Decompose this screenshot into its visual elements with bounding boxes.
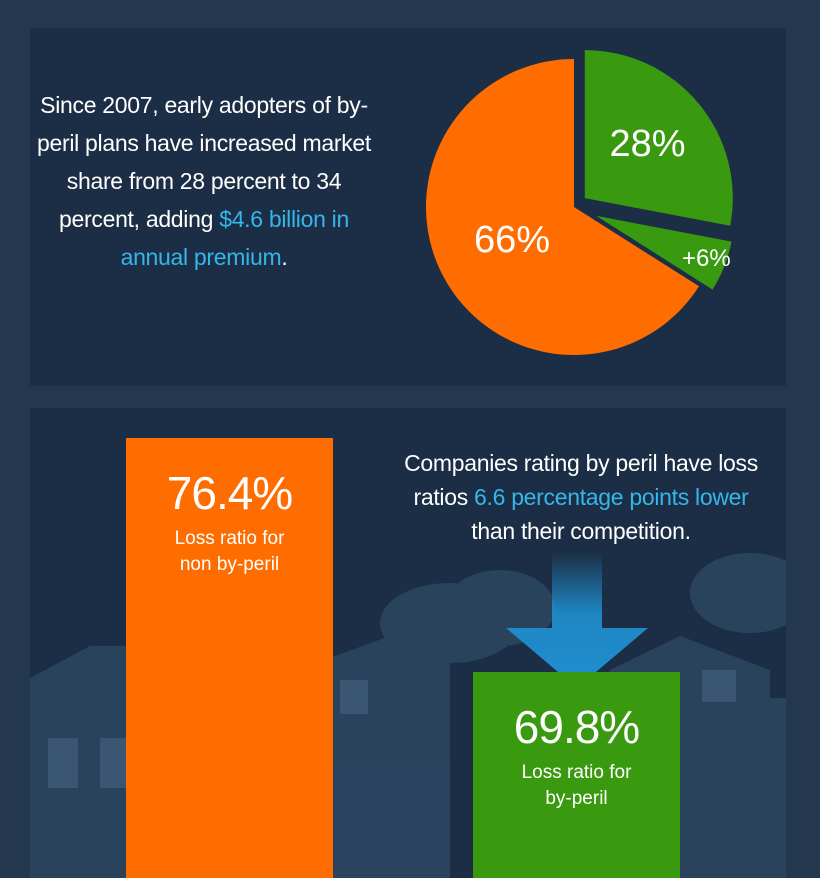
bar-value-non-by-peril: 76.4% xyxy=(166,467,293,519)
bar-non-by-peril: 76.4% Loss ratio for non by-peril xyxy=(126,438,333,878)
intro-highlight: $4.6 billion in annual premium xyxy=(120,206,350,270)
bar-caption-line: by-peril xyxy=(545,788,608,810)
bar-caption-by-peril: Loss ratio for by-peril xyxy=(473,760,680,812)
pie-label-66-percent: 66% xyxy=(474,219,550,261)
statement-highlight: 6.6 percentage points lower xyxy=(474,484,749,510)
loss-ratio-statement: Companies rating by peril have loss rati… xyxy=(396,446,766,548)
bar-caption-line: non by-peril xyxy=(179,554,280,575)
pie-slice-6-percent xyxy=(596,215,732,290)
intro-suffix: . xyxy=(281,244,288,270)
statement-prefix: Companies rating by peril have loss rati… xyxy=(404,450,758,510)
bar-by-peril: 69.8% Loss ratio for by-peril xyxy=(473,672,680,878)
statement-suffix: than their competition. xyxy=(471,518,691,544)
pie-label-28-percent: 28% xyxy=(609,123,685,165)
pie-label-6-percent: +6% xyxy=(682,245,731,272)
bar-caption-line: Loss ratio for xyxy=(521,762,632,784)
bar-caption-line: Loss ratio for xyxy=(174,528,285,549)
intro-text-body: Since 2007, early adopters of by-peril p… xyxy=(37,92,371,232)
bar-value-by-peril: 69.8% xyxy=(513,701,640,754)
intro-text: Since 2007, early adopters of by-peril p… xyxy=(34,86,374,276)
pie-slice-66-percent xyxy=(425,59,699,355)
pie-slice-28-percent xyxy=(584,50,733,226)
bar-caption-non-by-peril: Loss ratio for non by-peril xyxy=(126,526,333,578)
